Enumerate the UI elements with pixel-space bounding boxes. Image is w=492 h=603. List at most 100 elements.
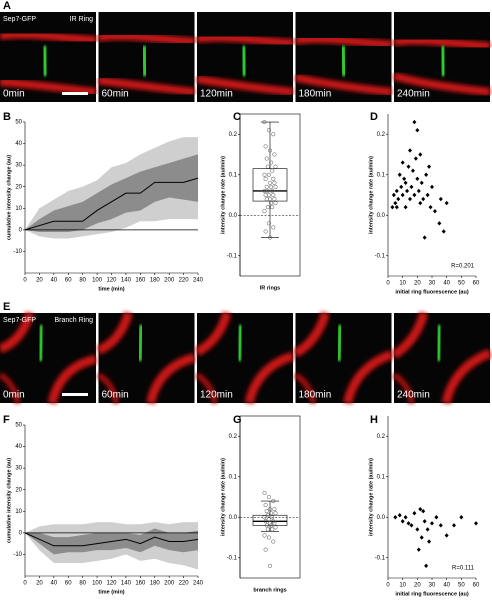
x-tick-label: 60 bbox=[473, 583, 480, 589]
x-tick-label: 180 bbox=[150, 581, 161, 587]
data-point bbox=[419, 180, 424, 186]
micrograph: 180min bbox=[293, 311, 394, 405]
x-tick-label: 20 bbox=[414, 281, 421, 287]
data-point bbox=[400, 160, 405, 165]
data-point bbox=[430, 521, 434, 526]
y-tick-label: 0.2 bbox=[377, 132, 386, 138]
data-point bbox=[270, 188, 275, 193]
y-tick-label: 0.2 bbox=[377, 434, 386, 440]
data-point bbox=[432, 209, 437, 214]
data-point bbox=[397, 513, 402, 518]
x-tick-label: 220 bbox=[179, 581, 190, 587]
septin-ring bbox=[137, 324, 144, 362]
time-label: 240min bbox=[397, 390, 430, 401]
cell-wall bbox=[244, 351, 295, 405]
x-tick-label: 240 bbox=[193, 278, 204, 284]
data-point bbox=[396, 196, 401, 202]
micrograph: 240min bbox=[392, 12, 491, 102]
data-point bbox=[412, 192, 417, 198]
y-tick-label: 0.0 bbox=[377, 515, 386, 521]
data-point bbox=[415, 527, 420, 532]
data-point bbox=[264, 523, 269, 528]
data-point bbox=[266, 535, 271, 540]
data-point bbox=[270, 527, 275, 532]
cell-wall bbox=[293, 311, 330, 358]
data-point bbox=[271, 539, 276, 544]
scale-bar bbox=[62, 393, 88, 396]
data-point bbox=[271, 519, 276, 524]
y-axis-label: cumulative intensity change (au) bbox=[6, 458, 12, 543]
data-point bbox=[273, 184, 278, 189]
data-point bbox=[418, 506, 423, 512]
data-point bbox=[272, 197, 277, 202]
data-point bbox=[265, 205, 270, 210]
data-point bbox=[419, 535, 424, 540]
data-point bbox=[267, 197, 273, 202]
data-point bbox=[272, 521, 277, 526]
data-point bbox=[265, 188, 270, 193]
data-point bbox=[269, 523, 274, 528]
data-point bbox=[422, 235, 427, 240]
time-label: 0min bbox=[3, 390, 25, 401]
y-tick-label: -0.1 bbox=[227, 253, 238, 259]
y-tick-label: 0.2 bbox=[229, 434, 238, 440]
data-point bbox=[266, 192, 271, 198]
cell-wall bbox=[196, 33, 294, 47]
data-point bbox=[265, 164, 270, 169]
x-tick-label: 120 bbox=[106, 581, 117, 587]
x-tick-label: 50 bbox=[458, 583, 465, 589]
cell-wall bbox=[97, 32, 195, 46]
y-tick-label: 30 bbox=[15, 163, 22, 169]
y-tick-label: 30 bbox=[15, 466, 22, 472]
data-point bbox=[270, 168, 275, 173]
y-tick-label: -0.1 bbox=[227, 555, 238, 561]
data-point bbox=[262, 533, 267, 538]
time-label: 120min bbox=[200, 390, 233, 401]
data-point bbox=[265, 513, 270, 518]
data-point bbox=[403, 180, 408, 186]
y-tick-label: 0.2 bbox=[229, 132, 238, 138]
cell-wall bbox=[96, 372, 120, 404]
x-tick-label: 0 bbox=[23, 278, 27, 284]
panel-label: F bbox=[3, 414, 10, 426]
x-tick-label: 40 bbox=[443, 281, 450, 287]
x-tick-label: 160 bbox=[135, 278, 146, 284]
x-tick-label: 60 bbox=[65, 278, 72, 284]
data-point bbox=[270, 515, 275, 520]
septin-ring bbox=[37, 324, 45, 362]
micrograph: 120min bbox=[196, 12, 294, 102]
data-point bbox=[262, 120, 267, 125]
data-point bbox=[444, 533, 449, 538]
data-point bbox=[263, 176, 268, 181]
y-tick-label: 0.1 bbox=[229, 474, 238, 480]
data-point bbox=[267, 148, 273, 153]
data-point bbox=[265, 527, 270, 532]
y-tick-label: -10 bbox=[13, 552, 22, 558]
data-point bbox=[424, 563, 429, 569]
data-point bbox=[403, 204, 408, 210]
cell-wall bbox=[0, 78, 97, 96]
data-point bbox=[390, 204, 395, 210]
septin-ring bbox=[439, 45, 447, 77]
data-point bbox=[264, 197, 269, 202]
data-point bbox=[269, 184, 274, 189]
data-point bbox=[262, 209, 267, 214]
data-point bbox=[428, 204, 433, 210]
x-tick-label: 20 bbox=[36, 581, 43, 587]
data-point bbox=[391, 192, 396, 198]
data-point bbox=[262, 515, 267, 520]
micrograph: 0min Sep7-GFP Branch Ring bbox=[0, 311, 98, 405]
data-point bbox=[393, 515, 398, 520]
mean-line bbox=[24, 177, 199, 231]
time-label: 0min bbox=[3, 89, 25, 100]
data-point bbox=[427, 539, 432, 544]
panel-label: E bbox=[3, 301, 10, 313]
ring-label: Branch Ring bbox=[54, 317, 93, 324]
y-tick-label: 40 bbox=[15, 444, 22, 450]
data-point bbox=[264, 156, 269, 161]
data-point bbox=[409, 523, 414, 528]
y-tick-label: 50 bbox=[15, 423, 22, 429]
x-tick-label: 240 bbox=[193, 581, 204, 587]
data-point bbox=[273, 525, 278, 530]
x-tick-label: 140 bbox=[121, 278, 132, 284]
